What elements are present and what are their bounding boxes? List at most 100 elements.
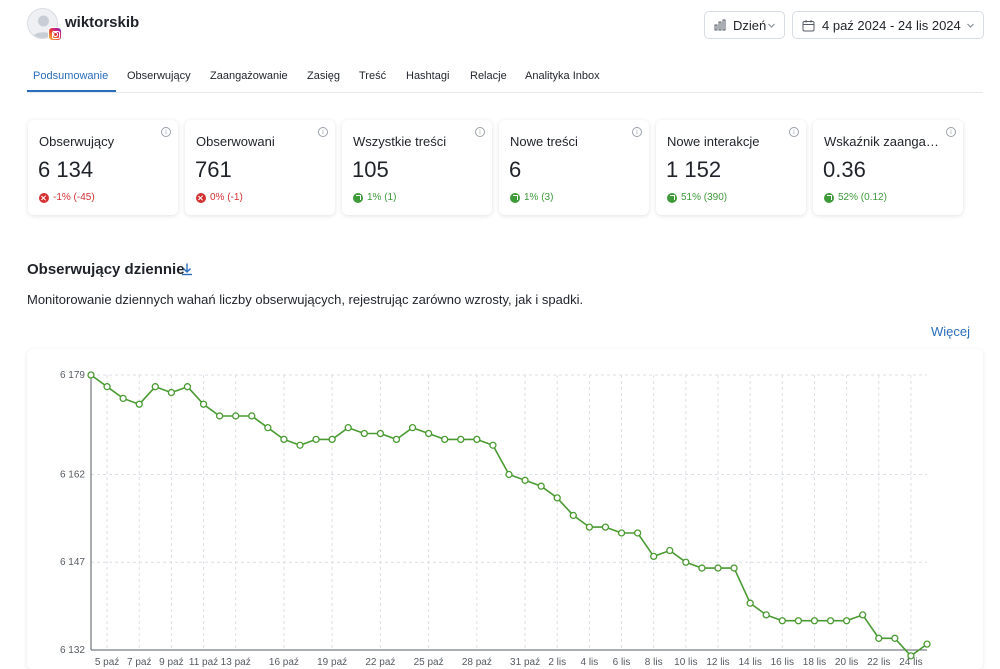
data-point[interactable]	[601, 523, 610, 531]
increase-icon	[824, 192, 834, 203]
data-point[interactable]	[264, 424, 272, 432]
data-point[interactable]	[923, 640, 931, 648]
data-point[interactable]	[441, 435, 449, 444]
data-point[interactable]	[521, 476, 529, 484]
calendar-icon	[802, 19, 815, 31]
data-point[interactable]	[151, 383, 159, 391]
metric-delta: 52% (0.12)	[824, 192, 887, 203]
info-icon[interactable]: i	[946, 127, 956, 137]
data-point[interactable]	[810, 617, 819, 625]
avatar[interactable]	[27, 8, 58, 39]
metric-value: 6	[509, 157, 522, 182]
x-tick-label: 12 lis	[706, 657, 729, 668]
data-point[interactable]	[907, 652, 915, 660]
tab-analityka-inbox[interactable]: Analityka Inbox	[525, 70, 600, 82]
tab-tresc[interactable]: Treść	[359, 70, 387, 82]
metric-value: 105	[352, 157, 389, 182]
data-point[interactable]	[505, 470, 513, 479]
data-point[interactable]	[891, 634, 899, 642]
metric-value: 761	[195, 157, 232, 182]
data-point[interactable]	[199, 400, 208, 408]
data-point[interactable]	[457, 435, 465, 444]
info-icon[interactable]: i	[789, 127, 799, 137]
tab-podsumowanie[interactable]: Podsumowanie	[33, 70, 109, 82]
data-point[interactable]	[859, 611, 867, 619]
data-point[interactable]	[650, 552, 658, 561]
data-point[interactable]	[280, 435, 288, 444]
data-point[interactable]	[167, 388, 176, 397]
metric-card-nowe-tresci[interactable]: Nowe treści i 6 1% (3)	[499, 120, 649, 215]
data-point[interactable]	[376, 429, 385, 438]
data-point[interactable]	[408, 424, 417, 432]
x-tick-label: 11 paź	[189, 657, 218, 668]
data-point[interactable]	[312, 435, 320, 444]
data-point[interactable]	[232, 412, 240, 420]
metric-title: Nowe interakcje	[667, 134, 760, 149]
data-point[interactable]	[730, 564, 738, 572]
metric-card-wszystkie-tresci[interactable]: Wszystkie treści i 105 1% (1)	[342, 120, 492, 215]
metric-delta-text: 1% (3)	[524, 192, 554, 203]
data-point[interactable]	[842, 617, 851, 625]
chevron-down-icon	[967, 23, 974, 28]
data-point[interactable]	[215, 412, 224, 420]
y-tick-label: 6 179	[60, 370, 85, 381]
data-point[interactable]	[682, 558, 690, 566]
x-tick-label: 16 paź	[269, 657, 299, 668]
metric-card-wskaznik-zaangazowania[interactable]: Wskaźnik zaangażowania i 0.36 52% (0.12)	[813, 120, 963, 215]
data-point[interactable]	[714, 564, 722, 572]
bar-chart-icon	[714, 19, 726, 31]
data-point[interactable]	[473, 435, 481, 444]
metric-title: Obserwujący	[39, 134, 115, 149]
metric-delta-text: 52% (0.12)	[838, 192, 887, 203]
decrease-icon	[39, 192, 49, 203]
data-point[interactable]	[248, 412, 256, 420]
metric-card-nowe-interakcje[interactable]: Nowe interakcje i 1 152 51% (390)	[656, 120, 806, 215]
data-point[interactable]	[489, 441, 497, 449]
data-point[interactable]	[585, 523, 594, 531]
period-select-value: Dzień	[733, 17, 767, 33]
data-point[interactable]	[746, 599, 754, 607]
tab-relacje[interactable]: Relacje	[470, 70, 507, 82]
metric-card-obserwowani[interactable]: Obserwowani i 761 0% (-1)	[185, 120, 335, 215]
data-point[interactable]	[553, 494, 561, 502]
data-point[interactable]	[762, 611, 770, 619]
data-point[interactable]	[135, 400, 143, 408]
info-icon[interactable]: i	[632, 127, 642, 137]
data-point[interactable]	[119, 394, 127, 403]
data-point[interactable]	[537, 482, 545, 490]
data-point[interactable]	[826, 617, 835, 625]
data-point[interactable]	[698, 564, 706, 572]
download-icon[interactable]	[180, 262, 194, 276]
data-point[interactable]	[392, 435, 401, 444]
period-select[interactable]: Dzień	[704, 11, 785, 39]
x-tick-label: 31 paź	[510, 657, 540, 668]
decrease-icon	[196, 192, 206, 203]
info-icon[interactable]: i	[475, 127, 485, 137]
data-point[interactable]	[87, 371, 95, 379]
data-point[interactable]	[424, 429, 433, 438]
metric-value: 6 134	[38, 157, 94, 182]
info-icon[interactable]: i	[161, 127, 171, 137]
data-point[interactable]	[296, 441, 304, 449]
data-point[interactable]	[778, 617, 786, 625]
tab-zaangazowanie[interactable]: Zaangażowanie	[210, 70, 288, 82]
data-point[interactable]	[794, 617, 803, 625]
date-range-picker[interactable]: 4 paź 2024 - 24 lis 2024	[792, 11, 984, 39]
data-point[interactable]	[328, 435, 336, 444]
tab-zasieg[interactable]: Zasięg	[307, 70, 341, 82]
tab-hashtagi[interactable]: Hashtagi	[406, 70, 450, 82]
tab-obserwujacy[interactable]: Obserwujący	[127, 70, 191, 82]
data-point[interactable]	[569, 511, 577, 520]
data-point[interactable]	[617, 529, 626, 537]
data-point[interactable]	[875, 634, 883, 642]
data-point[interactable]	[103, 383, 111, 391]
data-point[interactable]	[183, 383, 192, 391]
data-point[interactable]	[360, 429, 368, 438]
data-point[interactable]	[633, 529, 642, 537]
info-icon[interactable]: i	[318, 127, 328, 137]
data-point[interactable]	[666, 546, 674, 555]
daily-followers-chart: 6 179 6 162 6 147 6 132 5 paź 7 paź 9 paź 11 pa…	[27, 349, 983, 669]
more-link[interactable]: Więcej	[931, 324, 971, 339]
metric-card-obserwujacy[interactable]: Obserwujący i 6 134 -1% (-45)	[28, 120, 178, 215]
data-point[interactable]	[344, 424, 352, 432]
